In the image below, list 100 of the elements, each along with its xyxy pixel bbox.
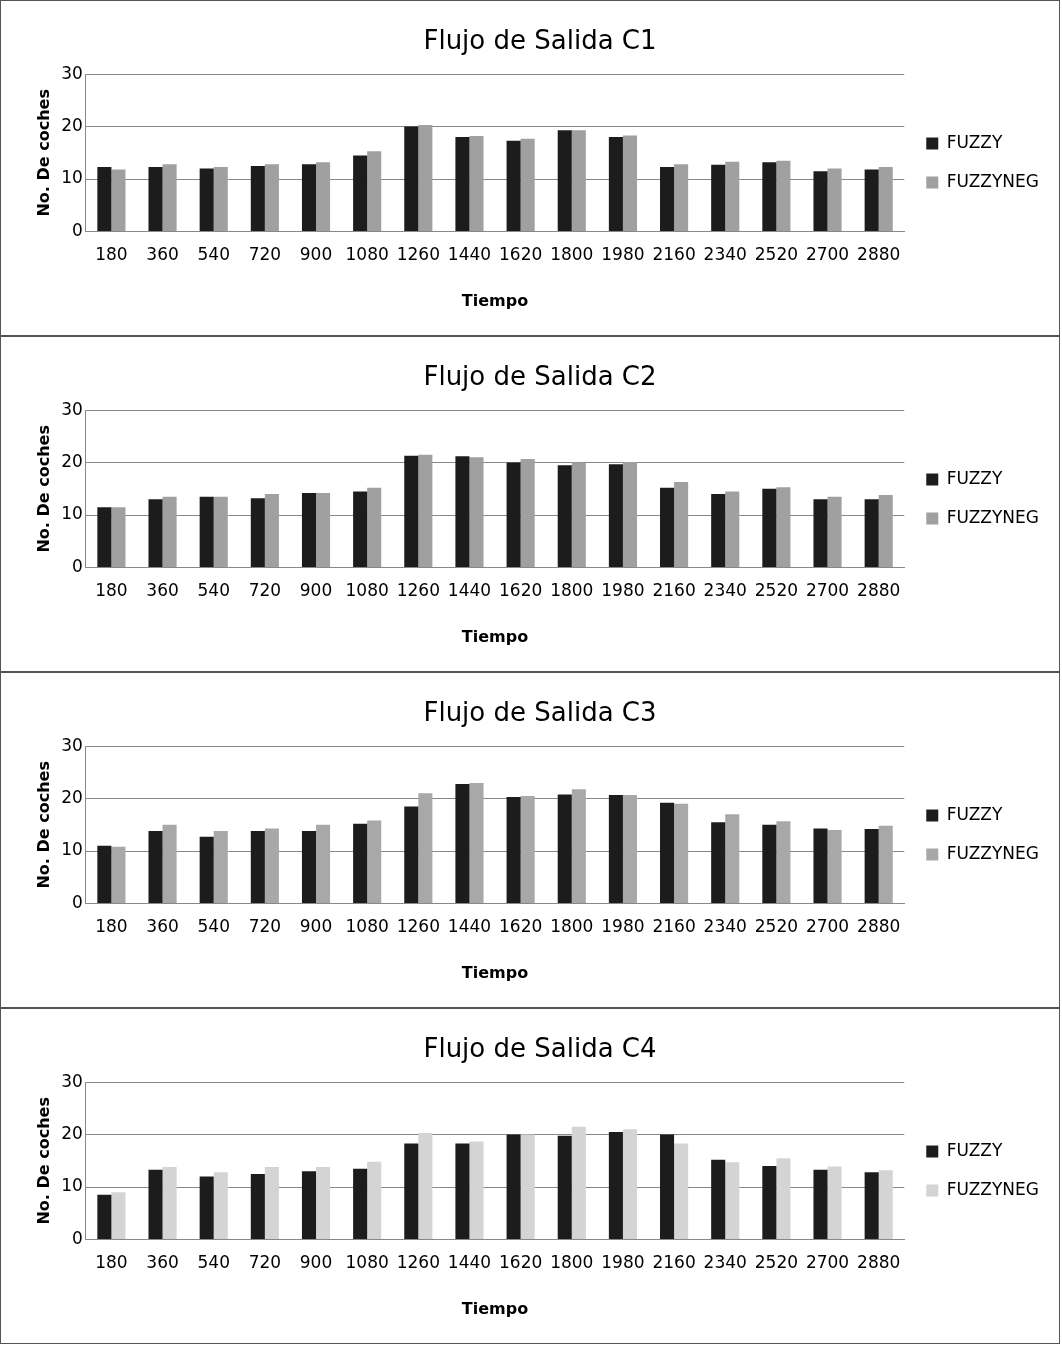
x-tick-label: 900 <box>299 244 333 265</box>
x-tick-label: 540 <box>197 916 230 937</box>
bar <box>864 828 879 903</box>
x-tick-label: 1440 <box>447 916 492 937</box>
bar <box>148 1169 163 1239</box>
legend-label: FUZZYNEG <box>946 170 1039 191</box>
bar <box>264 164 279 231</box>
bar <box>506 1134 521 1239</box>
x-tick-label: 360 <box>146 244 179 265</box>
bar <box>213 166 228 231</box>
bar <box>264 828 279 903</box>
legend-label: FUZZY <box>946 1139 1003 1160</box>
y-tick-label: 30 <box>61 62 83 83</box>
x-tick-label: 2340 <box>703 1252 747 1273</box>
bar <box>353 823 368 903</box>
x-tick-label: 180 <box>95 1252 128 1273</box>
bar <box>162 1167 177 1239</box>
x-tick-label: 900 <box>299 580 333 601</box>
x-tick-label: 2880 <box>857 916 901 937</box>
bar <box>674 803 689 903</box>
x-tick-label: 1260 <box>396 916 440 937</box>
bar <box>316 492 331 567</box>
x-tick-label: 1620 <box>498 580 543 601</box>
bar <box>148 166 163 231</box>
x-axis-title: Tiempo <box>461 290 529 310</box>
bar <box>213 831 228 903</box>
x-tick-label: 900 <box>299 916 333 937</box>
x-tick-label: 1080 <box>345 580 389 601</box>
bar <box>725 161 740 231</box>
y-tick-label: 0 <box>72 219 83 240</box>
x-tick-label: 180 <box>95 580 128 601</box>
bar <box>250 1173 265 1239</box>
bar <box>674 481 689 567</box>
x-tick-label: 180 <box>95 244 128 265</box>
bar <box>762 824 777 903</box>
bar <box>571 462 586 567</box>
bar <box>520 138 535 231</box>
bar <box>827 168 842 231</box>
bar <box>608 794 623 903</box>
x-tick-label: 1260 <box>396 244 440 265</box>
y-tick-label: 30 <box>61 1070 83 1091</box>
bar <box>506 462 521 567</box>
x-tick-label: 2340 <box>703 244 747 265</box>
y-tick-label: 30 <box>61 398 83 419</box>
bar <box>813 1169 828 1239</box>
bar <box>250 831 265 903</box>
chart-title: Flujo de Salida C2 <box>423 361 657 392</box>
bar <box>301 1171 317 1239</box>
bar <box>404 455 419 567</box>
bar <box>608 137 623 231</box>
x-tick-label: 1080 <box>345 916 389 937</box>
legend-label: FUZZY <box>946 131 1003 152</box>
x-tick-label: 1620 <box>498 916 543 937</box>
x-tick-label: 2700 <box>805 916 850 937</box>
x-tick-label: 2700 <box>805 244 850 265</box>
bar <box>711 822 726 903</box>
bar <box>264 1167 279 1239</box>
bar <box>776 487 791 567</box>
bar <box>878 166 893 231</box>
bar <box>162 164 177 231</box>
x-tick-label: 180 <box>95 916 128 937</box>
x-tick-label: 2160 <box>652 916 696 937</box>
bar <box>711 1159 726 1239</box>
y-tick-label: 0 <box>72 891 83 912</box>
bar <box>608 464 623 567</box>
bar <box>725 814 740 903</box>
bar <box>162 496 177 567</box>
bar <box>762 162 777 231</box>
legend-label: FUZZYNEG <box>946 506 1039 527</box>
bar <box>97 507 112 567</box>
bar <box>520 458 535 567</box>
x-tick-label: 2880 <box>857 244 901 265</box>
bar <box>469 1141 484 1239</box>
x-tick-label: 720 <box>248 244 282 265</box>
bar <box>353 491 368 567</box>
y-tick-label: 20 <box>61 115 83 136</box>
x-tick-label: 1080 <box>345 244 389 265</box>
y-axis-title: No. De coches <box>33 89 53 217</box>
bar <box>674 1143 689 1239</box>
bar <box>557 794 572 903</box>
bar <box>762 488 777 567</box>
bar <box>813 499 828 567</box>
legend-label: FUZZY <box>946 803 1003 824</box>
x-tick-label: 2160 <box>652 580 696 601</box>
bar <box>813 171 828 231</box>
bar <box>367 487 382 567</box>
bar <box>367 820 382 903</box>
bar <box>213 1172 228 1239</box>
bar <box>404 1143 419 1239</box>
bar <box>301 164 317 231</box>
bar <box>111 169 126 231</box>
x-tick-label: 1440 <box>447 1252 492 1273</box>
bar <box>469 136 484 231</box>
x-tick-label: 1260 <box>396 580 440 601</box>
bar <box>418 793 433 903</box>
bar <box>878 825 893 903</box>
x-tick-label: 1440 <box>447 244 492 265</box>
bar <box>199 836 214 903</box>
bar <box>725 1162 740 1239</box>
legend-label: FUZZYNEG <box>946 1178 1039 1199</box>
